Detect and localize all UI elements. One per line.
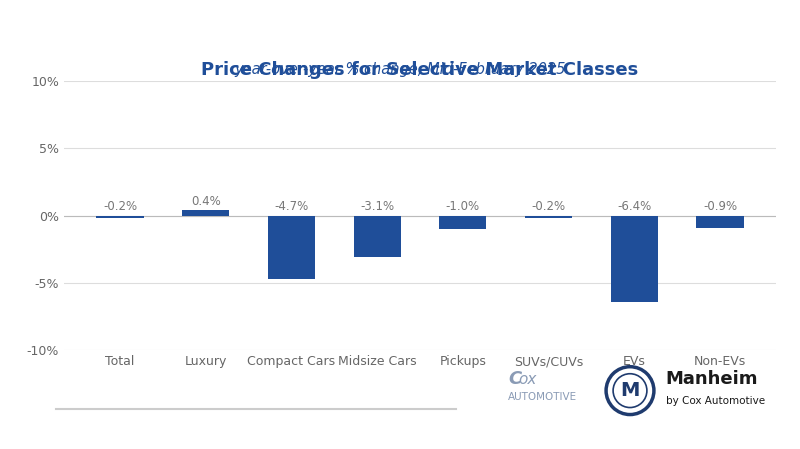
Title: Price Changes for Selective Market Classes: Price Changes for Selective Market Class… <box>202 61 638 79</box>
Bar <box>182 210 230 216</box>
Text: -0.2%: -0.2% <box>103 200 137 213</box>
Bar <box>354 216 401 257</box>
Text: -0.9%: -0.9% <box>703 200 737 213</box>
Text: year-over-year % change, Mid-February 2025: year-over-year % change, Mid-February 20… <box>234 62 566 77</box>
Bar <box>268 216 315 279</box>
Bar <box>697 216 744 228</box>
Text: -3.1%: -3.1% <box>360 200 394 213</box>
Text: -4.7%: -4.7% <box>274 200 309 213</box>
Text: Manheim: Manheim <box>666 370 758 388</box>
Text: -0.2%: -0.2% <box>531 200 566 213</box>
Text: M: M <box>620 381 640 400</box>
Bar <box>439 216 486 229</box>
Text: C: C <box>508 370 522 388</box>
Text: -1.0%: -1.0% <box>446 200 480 213</box>
Bar <box>525 216 572 218</box>
Text: 0.4%: 0.4% <box>190 195 221 208</box>
Bar <box>96 216 143 218</box>
Text: ox: ox <box>518 372 537 387</box>
Text: -6.4%: -6.4% <box>618 200 651 213</box>
Text: AUTOMOTIVE: AUTOMOTIVE <box>508 392 577 402</box>
Text: by Cox Automotive: by Cox Automotive <box>666 396 765 405</box>
Bar <box>610 216 658 302</box>
